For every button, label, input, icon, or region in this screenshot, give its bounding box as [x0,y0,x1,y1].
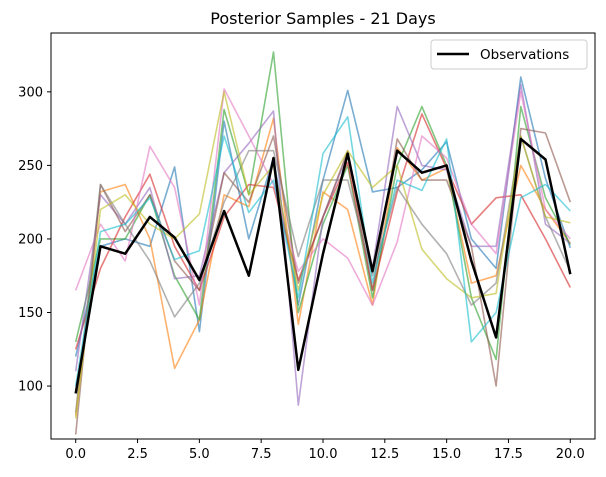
x-tick-label: 20.0 [556,447,585,462]
sample-line-7 [74,88,571,306]
y-tick-label: 300 [18,85,43,100]
x-tick-label: 2.5 [127,447,148,462]
observations-line [74,137,572,394]
x-tick-label: 17.5 [494,447,523,462]
sample-line-2 [74,117,571,416]
sample-lines [74,51,572,435]
x-tick-label: 7.5 [251,447,272,462]
legend-observations-label: Observations [480,47,569,63]
legend: Observations [430,39,588,70]
x-axis: 0.0 2.5 5.0 7.5 10.0 12.5 15.0 17.5 20.0 [65,439,585,462]
chart-title: Posterior Samples - 21 Days [210,9,435,28]
observations-line-group [74,137,572,394]
x-tick-label: 5.0 [189,447,210,462]
sample-line-8 [74,135,572,413]
y-tick-label: 200 [18,232,43,247]
sample-line-9 [74,91,571,419]
sample-line-10 [74,116,571,387]
y-tick-label: 250 [18,159,43,174]
y-tick-label: 150 [18,306,43,321]
plot-frame [50,32,596,440]
x-tick-label: 12.5 [370,447,399,462]
x-tick-label: 0.0 [65,447,86,462]
x-tick-label: 10.0 [309,447,338,462]
y-axis: 100 150 200 250 300 [18,85,51,395]
legend-box [430,39,588,70]
y-tick-label: 100 [18,380,43,395]
x-tick-label: 15.0 [432,447,461,462]
